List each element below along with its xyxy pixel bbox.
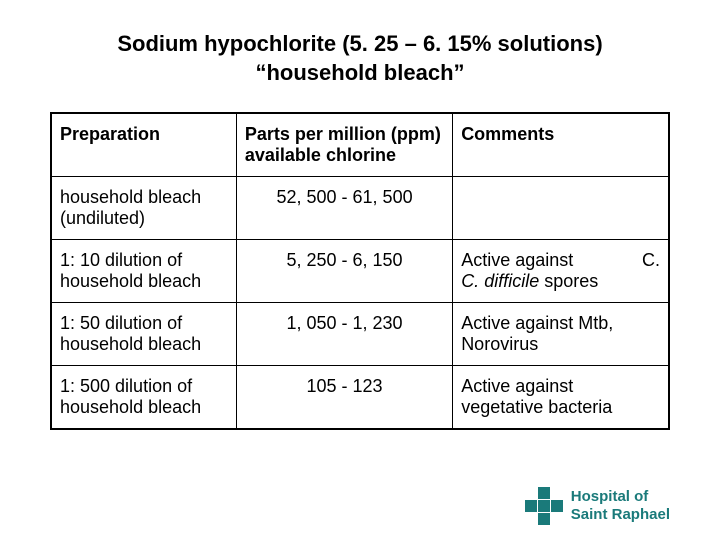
cell-preparation: 1: 50 dilution of household bleach [51,303,236,366]
comment-italic: C. difficile [461,271,539,291]
table-row: 1: 500 dilution of household bleach 105 … [51,366,669,430]
table-row: 1: 10 dilution of household bleach 5, 25… [51,240,669,303]
title-line-2: “household bleach” [255,60,464,85]
cell-preparation: household bleach (undiluted) [51,177,236,240]
title-line-1: Sodium hypochlorite (5. 25 – 6. 15% solu… [117,31,602,56]
cell-ppm: 5, 250 - 6, 150 [236,240,452,303]
comment-right: C. [642,250,660,271]
comment-text-pre: Active against [461,250,573,270]
hospital-line-2: Saint Raphael [571,506,670,524]
table-row: household bleach (undiluted) 52, 500 - 6… [51,177,669,240]
comment-text-post: spores [539,271,598,291]
cell-ppm: 1, 050 - 1, 230 [236,303,452,366]
slide-title: Sodium hypochlorite (5. 25 – 6. 15% solu… [50,30,670,87]
header-preparation: Preparation [51,113,236,177]
cell-ppm: 52, 500 - 61, 500 [236,177,452,240]
footer-branding: Hospital of Saint Raphael [525,487,670,525]
cell-preparation: 1: 500 dilution of household bleach [51,366,236,430]
header-ppm: Parts per million (ppm) available chlori… [236,113,452,177]
cell-comments: Active against vegetative bacteria [453,366,669,430]
table-row: 1: 50 dilution of household bleach 1, 05… [51,303,669,366]
cell-comments: Active against C. C. difficile spores [453,240,669,303]
cell-comments: Active against Mtb, Norovirus [453,303,669,366]
hospital-line-1: Hospital of [571,488,670,506]
cell-comments [453,177,669,240]
bleach-dilution-table: Preparation Parts per million (ppm) avai… [50,112,670,430]
table-header-row: Preparation Parts per million (ppm) avai… [51,113,669,177]
hospital-logo-icon [525,487,563,525]
hospital-name: Hospital of Saint Raphael [571,488,670,524]
cell-preparation: 1: 10 dilution of household bleach [51,240,236,303]
cell-ppm: 105 - 123 [236,366,452,430]
header-comments: Comments [453,113,669,177]
